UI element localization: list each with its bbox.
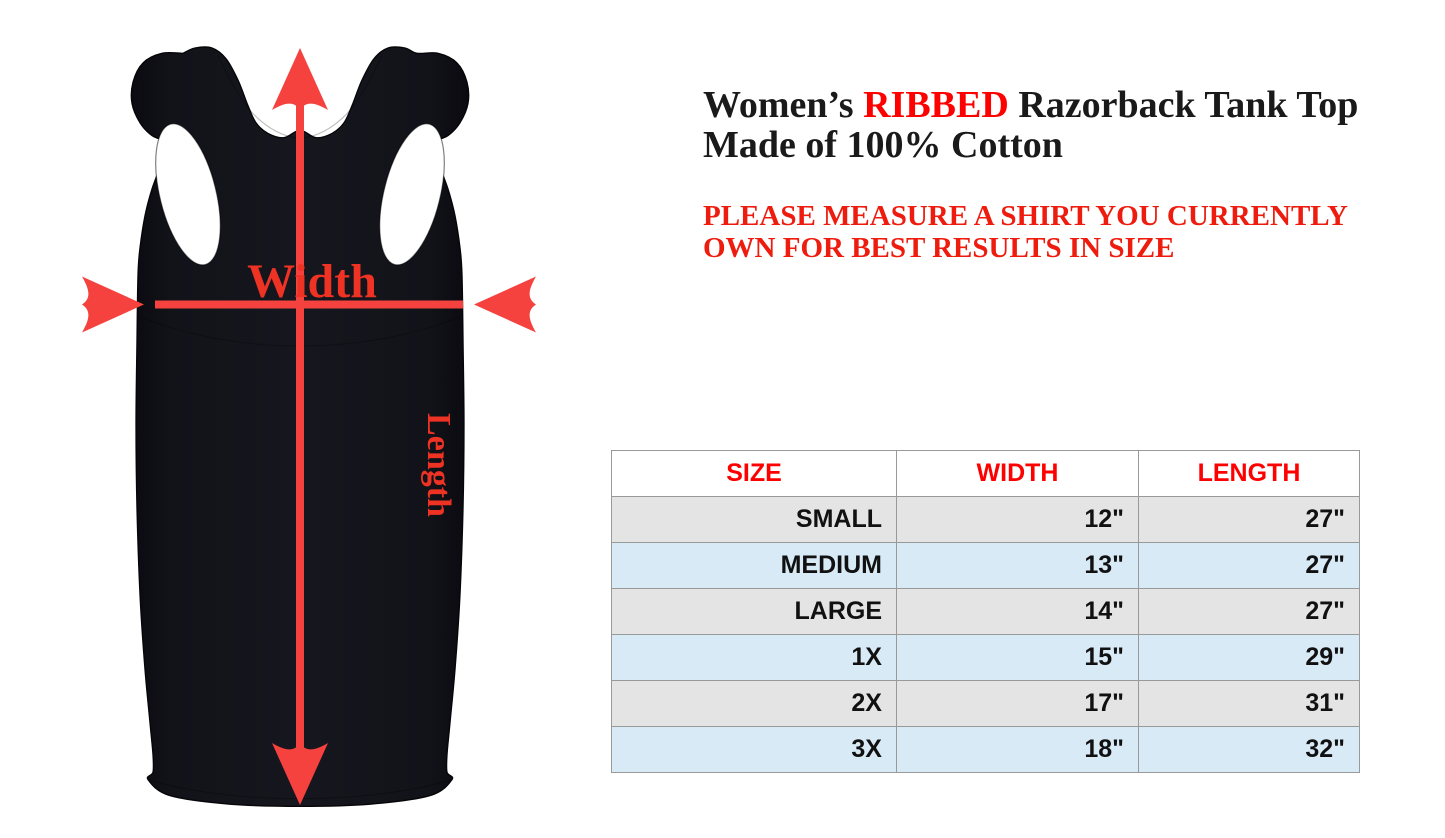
svg-text:Width: Width <box>247 255 377 308</box>
svg-text:Length: Length <box>420 413 457 517</box>
